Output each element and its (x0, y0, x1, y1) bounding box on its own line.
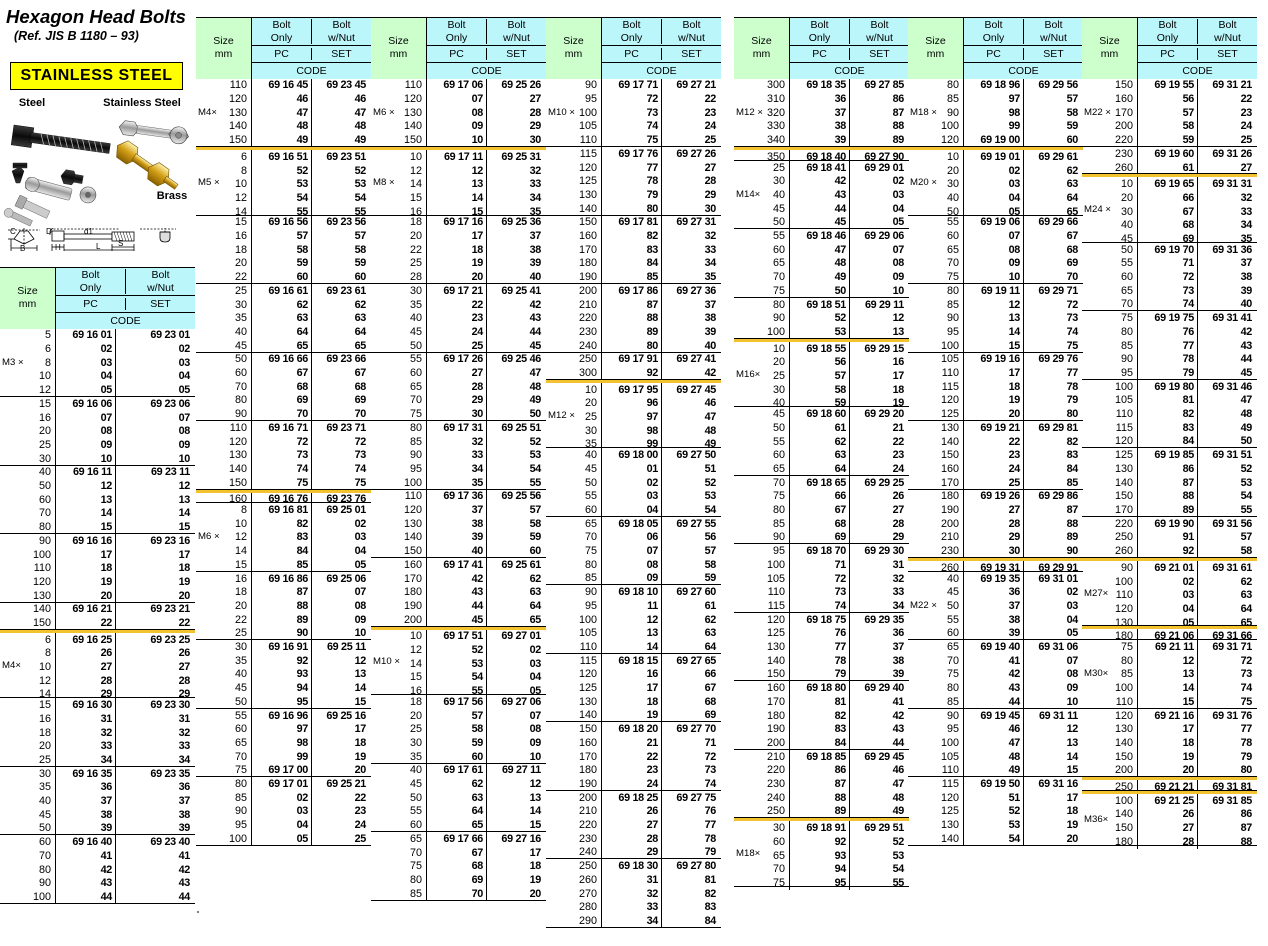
svg-text:d1: d1 (84, 228, 93, 236)
svg-text:Brass: Brass (157, 190, 188, 202)
svg-text:H: H (55, 243, 61, 252)
svg-text:B: B (20, 244, 25, 253)
svg-text:L: L (96, 242, 101, 251)
svg-text:S: S (118, 239, 123, 248)
svg-text:Steel: Steel (19, 97, 45, 109)
svg-text:Stainless Steel: Stainless Steel (103, 97, 181, 109)
svg-text:C: C (10, 228, 16, 236)
